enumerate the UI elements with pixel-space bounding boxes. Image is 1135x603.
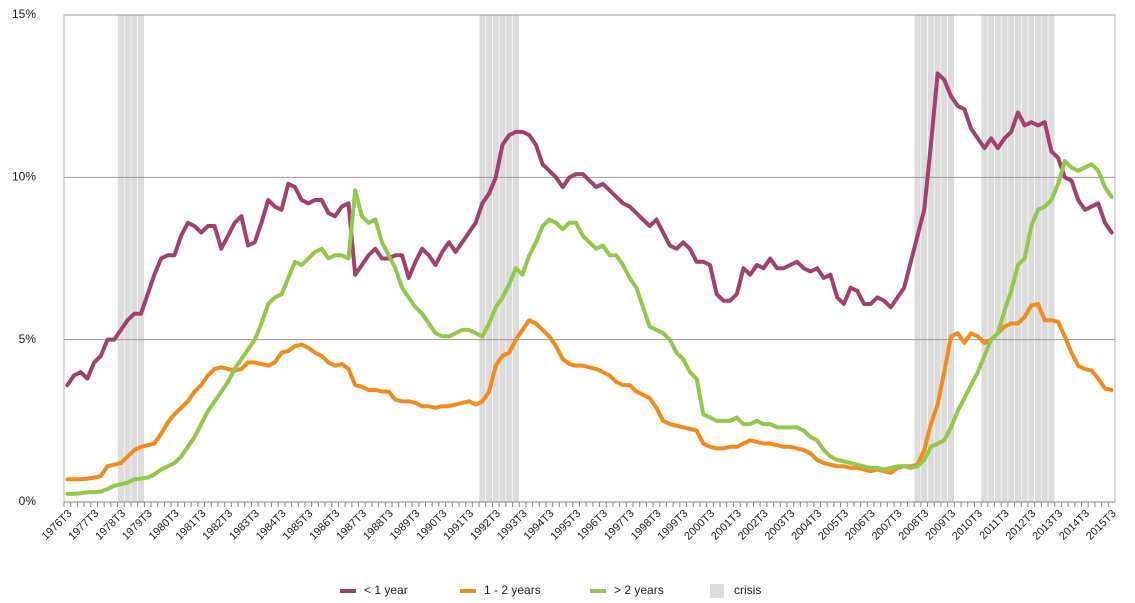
legend-label: > 2 years <box>614 583 664 597</box>
legend-label: crisis <box>734 583 761 597</box>
crisis-bar <box>485 14 493 503</box>
series-line <box>65 71 1114 388</box>
plot-area <box>63 14 1116 503</box>
crisis-bar <box>1034 14 1042 503</box>
crisis-bar <box>980 14 989 503</box>
y-tick-label: 10% <box>12 170 36 184</box>
y-tick-label: 0% <box>19 494 37 508</box>
crisis-bar <box>987 14 995 503</box>
crisis-bar <box>137 14 145 503</box>
crisis-bar <box>505 14 513 503</box>
crisis-bar <box>1007 14 1015 503</box>
crisis-bar <box>994 14 1002 503</box>
crisis-bar <box>1000 14 1009 503</box>
crisis-bar <box>130 14 138 503</box>
crisis-bar <box>498 14 507 503</box>
crisis-bar <box>123 14 132 503</box>
x-tick-label: 2015T3 <box>1084 508 1119 543</box>
x-tick-label: 2010T3 <box>950 508 985 543</box>
legend-swatch <box>710 584 724 598</box>
crisis-bar <box>492 14 500 503</box>
series-line <box>65 159 1114 496</box>
crisis-bar <box>1041 14 1049 503</box>
legend-label: 1 - 2 years <box>484 583 541 597</box>
crisis-bar <box>913 14 922 503</box>
legend-label: < 1 year <box>364 583 408 597</box>
crisis-bar <box>117 14 125 503</box>
crisis-bar <box>512 14 520 503</box>
crisis-bar <box>920 14 928 503</box>
crisis-bar <box>1047 14 1056 503</box>
crisis-bar <box>1014 14 1022 503</box>
crisis-bar <box>1027 14 1035 503</box>
series-line <box>65 301 1114 482</box>
y-tick-label: 15% <box>12 7 36 21</box>
crisis-bar <box>478 14 487 503</box>
y-tick-label: 5% <box>19 332 37 346</box>
